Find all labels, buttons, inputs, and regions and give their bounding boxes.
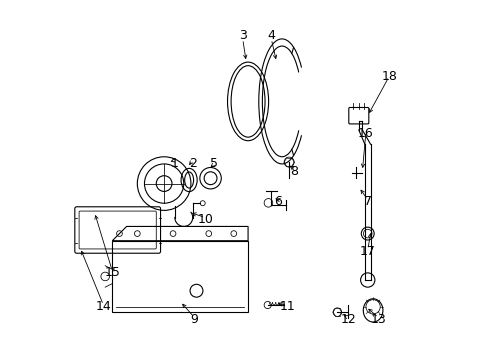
Text: 6: 6 (274, 195, 282, 208)
Text: 18: 18 (381, 70, 396, 83)
Text: 15: 15 (104, 266, 120, 279)
Text: 9: 9 (190, 313, 198, 326)
Text: 11: 11 (279, 300, 295, 313)
Text: 16: 16 (357, 127, 373, 140)
Text: 1: 1 (170, 157, 179, 170)
Text: 8: 8 (290, 165, 298, 177)
Text: 17: 17 (359, 245, 375, 258)
Text: 5: 5 (210, 157, 218, 170)
Text: 4: 4 (267, 29, 275, 42)
Text: 12: 12 (340, 313, 355, 326)
Text: 14: 14 (95, 300, 111, 313)
Text: 10: 10 (197, 213, 213, 226)
Text: 3: 3 (238, 29, 246, 42)
Text: 13: 13 (370, 313, 386, 326)
Text: 2: 2 (188, 157, 196, 170)
Text: 7: 7 (363, 195, 371, 208)
